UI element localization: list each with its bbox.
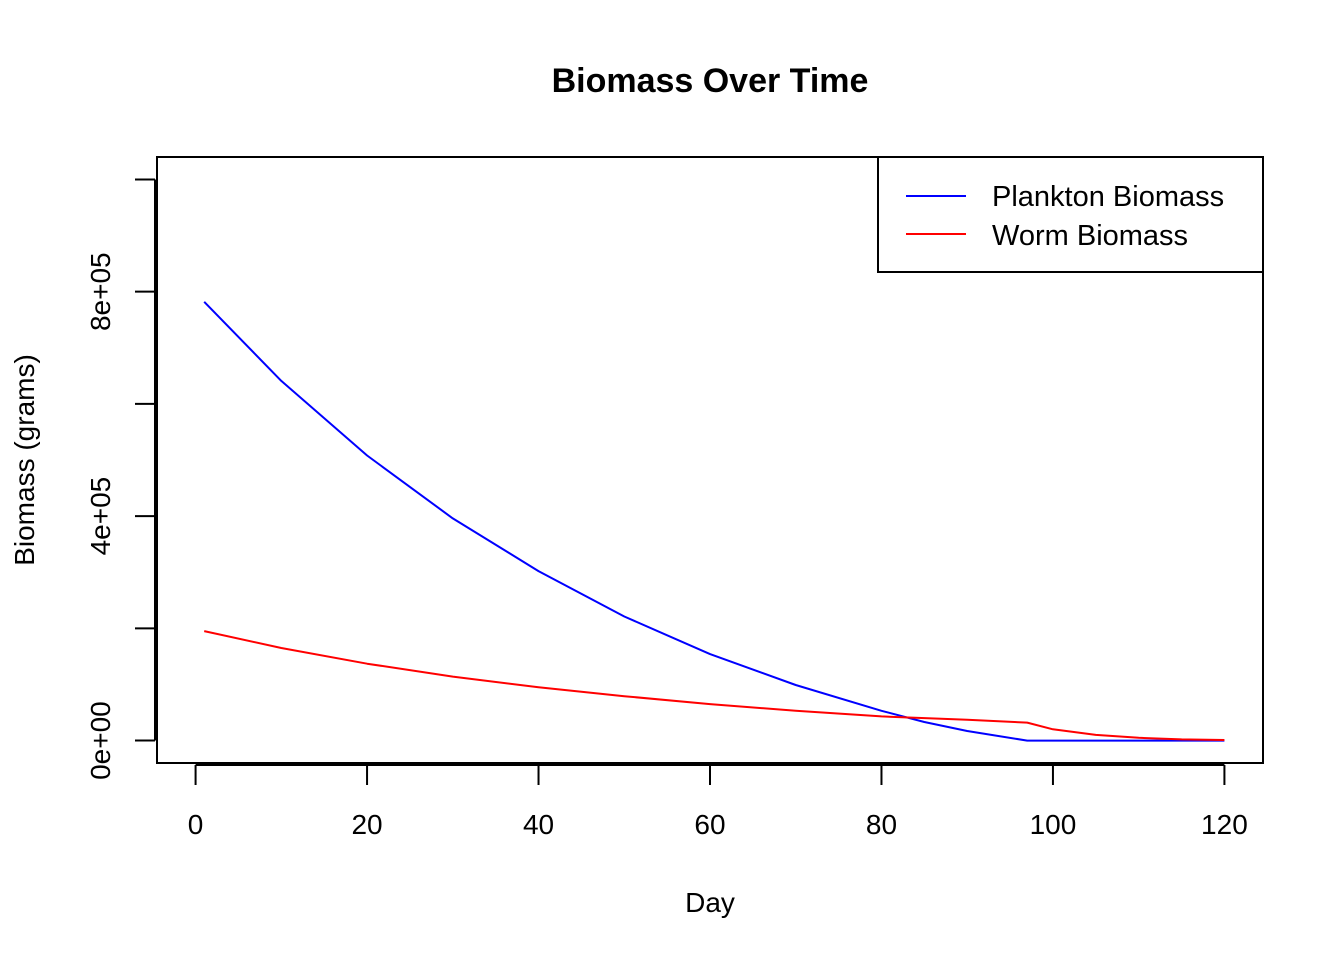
series-line-worm — [203, 630, 1225, 741]
y-tick-label: 8e+05 — [85, 252, 116, 331]
plot-frame — [156, 156, 1264, 764]
y-tick-label: 0e+00 — [85, 701, 116, 780]
x-axis-label: Day — [685, 887, 735, 918]
y-axis-label: Biomass (grams) — [9, 354, 40, 566]
x-tick-label: 100 — [1030, 809, 1077, 840]
x-tick-label: 120 — [1201, 809, 1248, 840]
x-tick-label: 60 — [694, 809, 725, 840]
series-layer — [203, 301, 1225, 742]
legend-label-plankton: Plankton Biomass — [992, 181, 1224, 213]
chart-title: Biomass Over Time — [552, 62, 869, 100]
y-tick-label: 4e+05 — [85, 477, 116, 556]
legend-label-worm: Worm Biomass — [992, 220, 1188, 252]
x-axis: 0 20 40 60 80 100 120 — [188, 764, 1248, 840]
x-tick-label: 80 — [866, 809, 897, 840]
y-axis: 0e+00 4e+05 8e+05 — [85, 178, 156, 780]
legend: Plankton Biomass Worm Biomass — [877, 156, 1264, 273]
x-tick-label: 40 — [523, 809, 554, 840]
x-tick-label: 20 — [351, 809, 382, 840]
series-line-plankton — [203, 301, 1225, 742]
x-tick-label: 0 — [188, 809, 204, 840]
legend-box — [877, 156, 1264, 273]
